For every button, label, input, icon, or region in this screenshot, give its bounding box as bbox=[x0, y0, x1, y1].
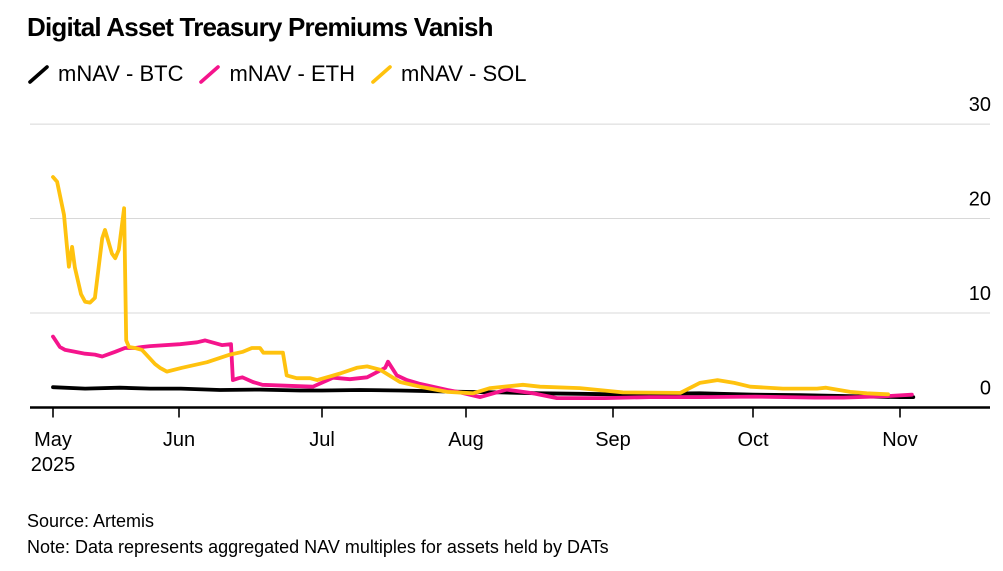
legend-swatch-sol-icon bbox=[371, 64, 392, 84]
series-line-sol bbox=[51, 175, 890, 397]
y-tick-label: 0 bbox=[980, 378, 991, 400]
y-tick-label: 20 bbox=[969, 189, 991, 211]
data-note: Note: Data represents aggregated NAV mul… bbox=[27, 537, 609, 557]
x-tick-label: Aug bbox=[448, 429, 484, 451]
x-tick-sublabel: 2025 bbox=[31, 454, 76, 476]
legend-label-eth: mNAV - ETH bbox=[229, 61, 355, 86]
legend-item-eth: mNAV - ETH bbox=[198, 61, 355, 87]
x-tick-label: Sep bbox=[595, 429, 631, 451]
x-tick-label: Jun bbox=[163, 429, 195, 451]
chart-footer: Source: Artemis Note: Data represents ag… bbox=[27, 508, 609, 560]
x-tick-label: Oct bbox=[737, 429, 769, 451]
legend-swatch-btc-icon bbox=[28, 64, 49, 84]
legend-item-btc: mNAV - BTC bbox=[27, 61, 183, 87]
legend-item-sol: mNAV - SOL bbox=[370, 61, 527, 87]
legend-swatch-eth-icon bbox=[199, 64, 221, 84]
x-tick-label: Jul bbox=[309, 429, 335, 451]
y-tick-label: 30 bbox=[969, 94, 991, 116]
x-tick-label: Nov bbox=[882, 429, 918, 451]
legend-label-sol: mNAV - SOL bbox=[400, 61, 527, 86]
chart-title: Digital Asset Treasury Premiums Vanish bbox=[27, 12, 494, 42]
legend: mNAV - BTC mNAV - ETH mNAV - SOL bbox=[27, 61, 526, 87]
source-note: Source: Artemis bbox=[27, 511, 155, 531]
series-line-eth bbox=[51, 334, 914, 401]
y-tick-label: 10 bbox=[969, 283, 991, 305]
legend-label-btc: mNAV - BTC bbox=[58, 61, 184, 86]
x-tick-label: May bbox=[34, 429, 72, 451]
